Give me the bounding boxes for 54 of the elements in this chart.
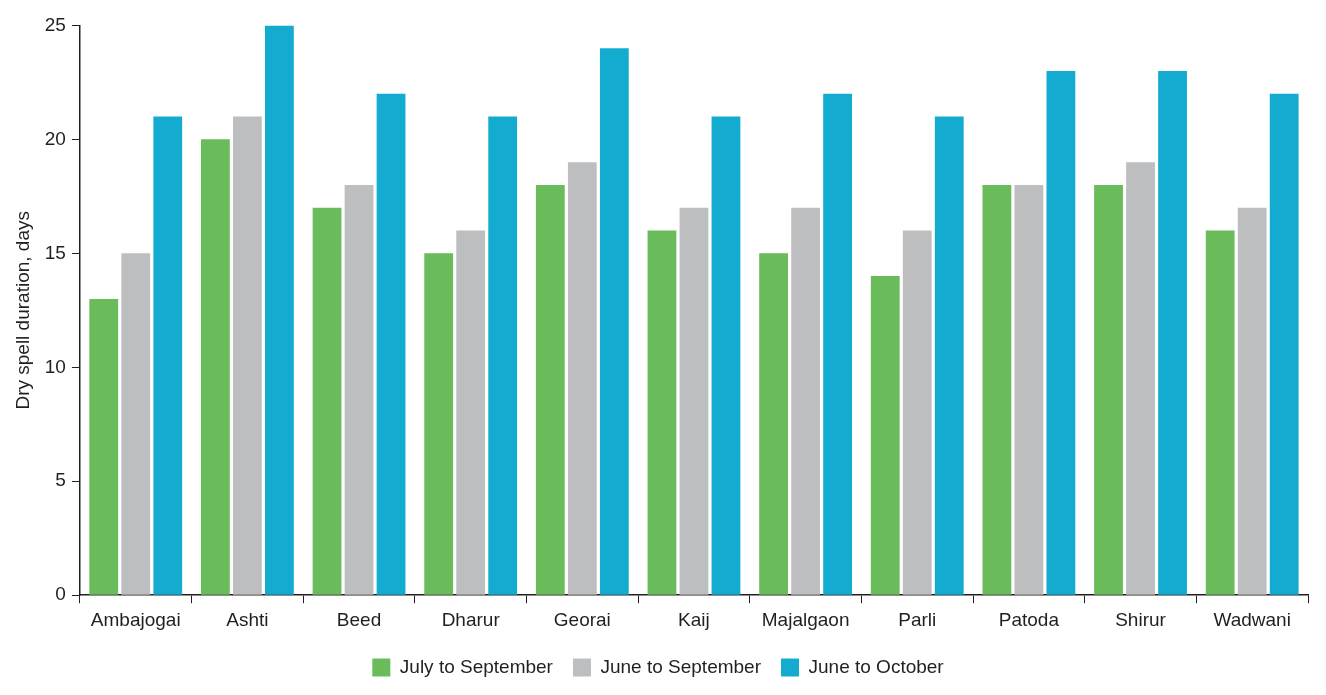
bar [1158,70,1187,595]
y-tick-label: 10 [44,355,66,377]
y-axis-title: Dry spell duration, days [11,211,33,410]
bar [200,139,230,595]
bar [424,253,454,595]
bar [233,116,262,595]
x-tick-label: Patoda [998,608,1060,630]
x-tick-label: Ambajogai [90,608,181,630]
bar [265,25,294,595]
x-tick-label: Wadwani [1213,608,1291,630]
x-tick-label: Ashti [226,608,269,630]
bar [344,184,374,595]
x-tick-label: Dharur [441,608,501,630]
bar [1046,70,1076,595]
x-tick-label: Kaij [678,608,710,630]
x-tick-label: Georai [553,608,611,630]
bar [567,162,597,595]
bar [759,253,789,595]
bar [535,184,565,595]
bar [153,116,183,595]
bar [791,207,821,595]
y-tick-label: 0 [55,583,66,605]
bar [1014,184,1044,595]
bar [1269,93,1299,595]
legend-label: July to September [399,655,554,677]
legend-label: June to October [808,655,945,677]
legend-label: June to September [600,655,762,677]
bar [312,207,342,595]
bar [1094,184,1123,595]
bar [679,207,709,595]
bar [376,93,406,595]
x-tick-label: Shirur [1115,608,1167,630]
bar [823,93,853,595]
bar [1237,207,1267,595]
bar [902,230,932,595]
y-tick-label: 5 [55,469,66,491]
bar [934,116,964,595]
y-tick-label: 20 [44,127,66,149]
x-tick-label: Majalgaon [761,608,850,630]
y-tick-label: 15 [44,241,66,263]
x-tick-label: Beed [336,608,382,630]
bar [89,298,119,595]
bar [599,48,629,595]
bar [456,230,486,595]
bar [1205,230,1235,595]
bar [711,116,741,595]
bar [982,184,1012,595]
bar [870,276,900,595]
bar [1126,162,1155,595]
bar [121,253,151,595]
y-tick-label: 25 [44,13,66,35]
bar [647,230,677,595]
bar [488,116,518,595]
x-tick-label: Parli [898,608,937,630]
